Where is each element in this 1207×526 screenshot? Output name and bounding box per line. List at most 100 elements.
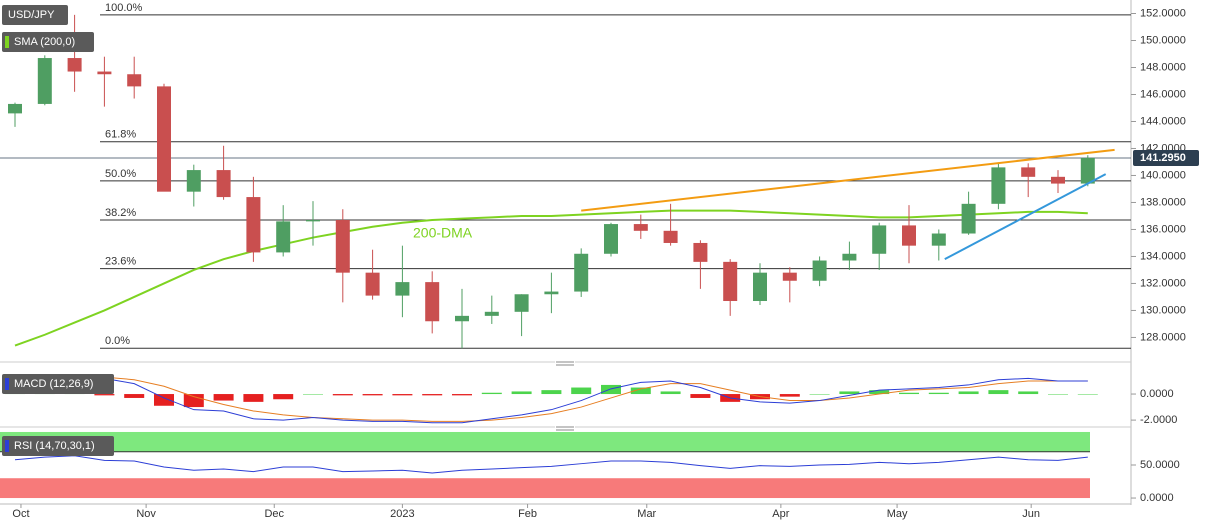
x-tick-label: Mar bbox=[637, 508, 656, 520]
candle-body bbox=[1080, 157, 1095, 184]
candle-body bbox=[365, 272, 380, 296]
rsi-overbought-zone bbox=[0, 431, 1090, 452]
legend-swatch bbox=[5, 36, 9, 48]
y-tick-label: 130.0000 bbox=[1140, 304, 1186, 316]
candle-body bbox=[902, 225, 916, 246]
candle-body bbox=[455, 315, 469, 322]
macd-histogram-bar bbox=[928, 392, 949, 395]
macd-line bbox=[14, 374, 1088, 424]
rsi-oversold-zone bbox=[0, 478, 1090, 499]
y-tick-label: 150.0000 bbox=[1140, 34, 1186, 46]
legend-swatch bbox=[5, 440, 9, 452]
macd-histogram-bar bbox=[541, 390, 562, 395]
candle-body bbox=[782, 272, 797, 281]
candle-body bbox=[842, 253, 857, 261]
candle-body bbox=[574, 253, 589, 292]
y-tick-label: 136.0000 bbox=[1140, 223, 1186, 235]
fib-label: 61.8% bbox=[105, 129, 136, 141]
macd-histogram-bar bbox=[1077, 394, 1098, 395]
fib-label: 0.0% bbox=[105, 335, 130, 347]
macd-histogram-bar bbox=[601, 384, 621, 395]
macd-histogram-bar bbox=[481, 392, 502, 395]
y-tick-label: 0.0000 bbox=[1140, 492, 1174, 504]
candle-body bbox=[67, 58, 82, 72]
macd-histogram-bar bbox=[839, 391, 860, 395]
x-tick-label: Apr bbox=[772, 508, 789, 520]
drag-handle[interactable] bbox=[555, 360, 575, 366]
macd-histogram-bar bbox=[690, 394, 711, 398]
y-tick-label: 140.0000 bbox=[1140, 169, 1186, 181]
legend-box bbox=[2, 32, 94, 52]
candle-body bbox=[872, 225, 887, 254]
candle-body bbox=[514, 294, 529, 312]
candle-body bbox=[1021, 167, 1036, 177]
candle-body bbox=[693, 242, 708, 262]
x-tick-label: 2023 bbox=[390, 508, 414, 520]
macd-histogram-bar bbox=[660, 391, 681, 395]
macd-histogram-bar bbox=[571, 387, 592, 395]
candle-body bbox=[604, 224, 618, 254]
y-tick-label: 0.0000 bbox=[1140, 388, 1174, 400]
macd-histogram-bar bbox=[154, 394, 174, 406]
legend-box bbox=[2, 5, 68, 25]
y-tick-label: 138.0000 bbox=[1140, 196, 1186, 208]
macd-histogram-bar bbox=[213, 394, 234, 401]
macd-histogram-bar bbox=[630, 387, 651, 395]
candle-body bbox=[991, 167, 1006, 204]
y-tick-label: 134.0000 bbox=[1140, 250, 1186, 262]
macd-histogram-bar bbox=[511, 391, 532, 395]
macd-histogram-bar bbox=[1018, 391, 1039, 395]
candle-body bbox=[157, 86, 171, 192]
y-tick-label: 132.0000 bbox=[1140, 277, 1186, 289]
y-tick-label: 144.0000 bbox=[1140, 115, 1186, 127]
candle-body bbox=[753, 272, 767, 302]
fib-label: 23.6% bbox=[105, 256, 136, 268]
macd-histogram-bar bbox=[273, 394, 294, 400]
legend-label: MACD (12,26,9) bbox=[14, 378, 93, 390]
macd-histogram-bar bbox=[332, 394, 353, 396]
candle-body bbox=[1051, 176, 1065, 184]
candle-body bbox=[395, 282, 410, 296]
drag-handle[interactable] bbox=[555, 425, 575, 431]
candle-body bbox=[8, 103, 22, 114]
rsi-line bbox=[14, 455, 1088, 474]
candle-body bbox=[216, 170, 231, 198]
macd-histogram-bar bbox=[422, 394, 443, 396]
candle-body bbox=[663, 230, 678, 243]
legend-label: SMA (200,0) bbox=[14, 36, 75, 48]
legend-box bbox=[2, 436, 114, 456]
macd-histogram-bar bbox=[869, 390, 890, 395]
candle-body bbox=[335, 220, 350, 273]
macd-histogram-bar bbox=[958, 391, 979, 395]
candle-body bbox=[186, 170, 201, 192]
x-tick-label: Dec bbox=[264, 508, 284, 520]
candle-body bbox=[931, 233, 946, 246]
y-tick-label: -2.0000 bbox=[1140, 414, 1177, 426]
candle-body bbox=[812, 260, 827, 281]
y-tick-label: 146.0000 bbox=[1140, 88, 1186, 100]
macd-histogram-bar bbox=[303, 394, 323, 395]
candle-body bbox=[127, 74, 142, 87]
trendline bbox=[581, 148, 1115, 212]
macd-histogram-bar bbox=[779, 394, 800, 397]
macd-histogram-bar bbox=[899, 392, 919, 395]
legend-label: RSI (14,70,30,1) bbox=[14, 440, 95, 452]
x-tick-label: Nov bbox=[136, 508, 156, 520]
y-tick-label: 128.0000 bbox=[1140, 331, 1186, 343]
fib-label: 50.0% bbox=[105, 168, 136, 180]
candle-body bbox=[961, 203, 976, 234]
legend-box bbox=[2, 374, 114, 394]
candle-body bbox=[633, 224, 648, 231]
fib-label: 38.2% bbox=[105, 207, 136, 219]
candle-body bbox=[246, 197, 261, 253]
last-price-badge bbox=[1133, 149, 1199, 166]
candle-body bbox=[37, 58, 52, 104]
x-tick-label: Jun bbox=[1022, 508, 1040, 520]
x-tick-label: May bbox=[887, 508, 908, 520]
trendline bbox=[944, 173, 1107, 261]
candle-body bbox=[544, 291, 559, 295]
macd-histogram-bar bbox=[94, 394, 115, 396]
x-tick-label: Oct bbox=[12, 508, 29, 520]
macd-histogram-bar bbox=[1048, 394, 1068, 395]
